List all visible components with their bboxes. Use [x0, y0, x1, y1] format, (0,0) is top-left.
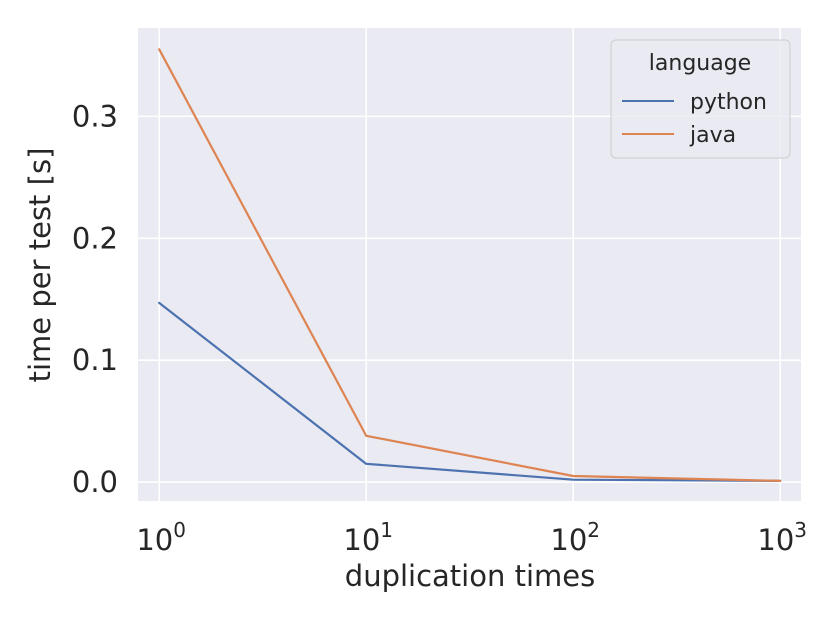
y-tick-label: 0.2 [72, 221, 118, 255]
x-tick-label: 103 [757, 518, 807, 557]
legend-title: language [649, 51, 751, 76]
y-tick-label: 0.3 [72, 99, 118, 133]
x-axis-label: duplication times [345, 559, 595, 593]
series-line-python [158, 301, 782, 482]
series-lines [158, 48, 782, 482]
x-tick-label: 100 [136, 518, 186, 557]
legend-label-python: python [690, 90, 767, 115]
x-axis-ticks: 100 101 102 103 [136, 518, 807, 557]
y-tick-label: 0.1 [72, 343, 118, 377]
y-axis-label: time per test [s] [23, 148, 57, 383]
x-tick-label: 102 [550, 518, 600, 557]
legend-label-java: java [689, 123, 736, 148]
y-axis-ticks: 0.0 0.1 0.2 0.3 [72, 99, 118, 499]
y-tick-label: 0.0 [72, 465, 118, 499]
x-tick-label: 101 [343, 518, 393, 557]
legend-box [610, 39, 791, 159]
legend: language python java [610, 39, 791, 159]
series-line-java [158, 48, 782, 482]
